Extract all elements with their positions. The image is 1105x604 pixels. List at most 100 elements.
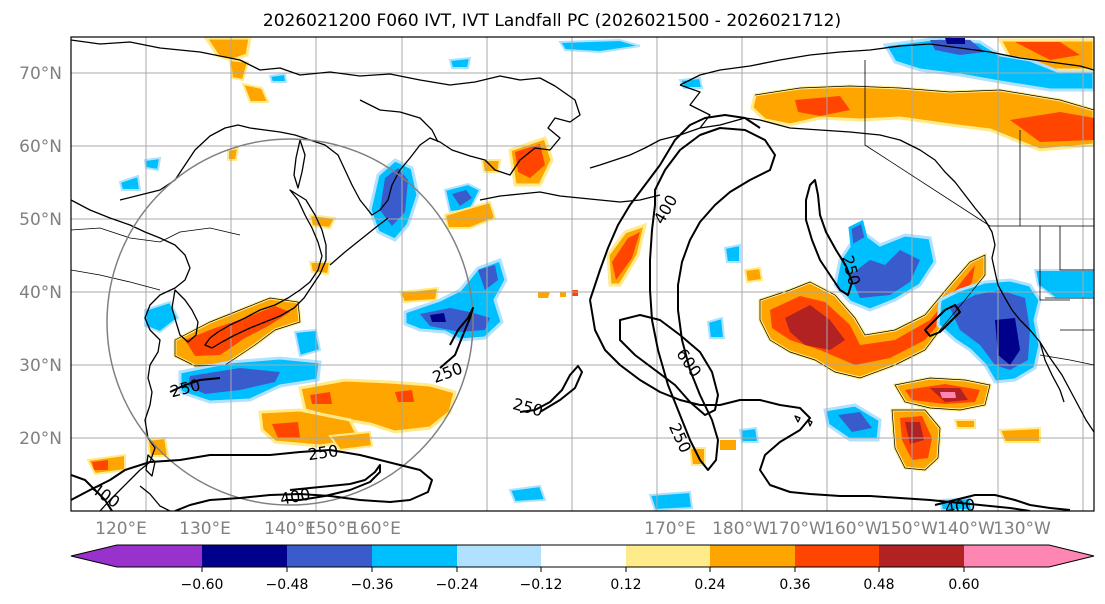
colorbar-tick-label: −0.60 [181,577,224,593]
colorbar-tick-label: −0.36 [351,577,394,593]
colorbar-segment [457,545,541,567]
longitude-labels: 120°E 130°E 140°E 150°E 160°E 170°E 180°… [95,519,1051,539]
lat-label: 60°N [19,137,62,157]
negative-anomaly-area [478,265,498,290]
lon-label: 150°W [880,519,938,539]
positive-anomaly-area [308,261,332,276]
colorbar: −0.60 −0.48 −0.36 −0.24 −0.12 0.12 0.24 … [70,544,1095,593]
lon-label: 170°E [644,519,696,539]
colorbar-segment [626,545,710,567]
positive-anomaly-area [203,37,252,62]
negative-anomaly-area [508,484,547,504]
latitude-labels: 70°N 60°N 50°N 40°N 30°N 20°N [19,64,62,449]
positive-anomaly-area [1015,42,1080,60]
positive-anomaly-area [572,290,578,296]
negative-anomaly-area [452,190,472,206]
positive-anomaly-area [443,200,497,229]
negative-anomaly-area [945,38,965,44]
colorbar-tick-label: 0.36 [779,577,810,593]
colorbar-tick-label: 0.48 [863,577,894,593]
colorbar-segment [541,545,626,567]
negative-anomaly-area [882,37,1094,92]
lat-label: 70°N [19,64,62,84]
lon-label: 170°W [768,519,826,539]
lon-label: 120°E [95,519,147,539]
anomaly-outlines [174,85,1094,471]
colorbar-tick-label: 0.12 [610,577,641,593]
positive-anomaly-area [795,96,850,116]
positive-anomaly-area [743,266,764,284]
negative-anomaly-area [188,368,280,394]
colorbar-ticks [201,567,965,572]
lon-label: 140°E [264,519,316,539]
negative-anomaly-area [268,72,288,83]
map-frame [70,36,1095,512]
colorbar-outline [70,544,1095,568]
negative-anomaly-area [118,174,142,191]
positive-anomaly-area [328,430,374,452]
positive-anomaly-area [241,82,270,103]
negative-anomaly-area [723,243,741,263]
colorbar-segment [879,545,964,567]
lat-label: 20°N [19,429,62,449]
colorbar-tick-label: −0.24 [436,577,479,593]
gridlines [71,37,1094,511]
colorbar-segment [372,545,457,567]
positive-anomaly-area [785,305,845,350]
negative-anomaly-area [144,300,180,334]
positive-anomaly-area [560,292,566,297]
positive-anomaly-area [1010,112,1094,142]
lon-label: 130°W [993,519,1051,539]
colorbar-tick-label: 0.60 [948,577,979,593]
positive-anomaly-area [515,144,545,178]
negative-anomaly-area [995,318,1020,365]
negative-anomaly-area [648,490,694,511]
coastlines [71,39,1094,511]
colorbar-tick-label: −0.48 [266,577,309,593]
colorbar-extend-high [1049,545,1094,567]
colorbar-segment [964,545,1049,567]
ivt-contours [71,114,1071,511]
positive-anomaly-area [272,422,300,438]
lon-label: 180°W [712,519,770,539]
negative-anomaly-area [293,328,322,358]
positive-anomaly-area [538,292,550,298]
colorbar-segment [710,545,795,567]
positive-anomaly-area [612,232,640,280]
domain-circle [106,138,474,506]
colorbar-segment [202,545,287,567]
negative-anomaly-area [380,168,408,226]
negative-anomaly-area [448,56,472,69]
positive-anomaly-area [308,213,337,230]
negative-anomaly-area [143,156,162,172]
lon-label: 160°E [349,519,401,539]
positive-anomaly-area [720,440,736,450]
positive-anomaly-area [953,419,976,429]
lon-label: 160°W [824,519,882,539]
negative-anomaly-area [848,219,868,249]
colorbar-extend-low [71,545,117,567]
positive-anomaly-area [395,390,414,402]
colorbar-tick-label: −0.12 [520,577,563,593]
contour-label: 250 [307,441,340,464]
colorbar-segment [795,545,879,567]
negative-anomaly-area [738,426,760,443]
lat-label: 50°N [19,210,62,230]
negative-anomaly-area [558,38,641,54]
positive-anomaly-area [998,426,1041,443]
negative-anomaly-area [838,412,872,432]
lon-label: 140°W [937,519,995,539]
contour-label: 400 [944,495,977,518]
figure-title: 2026021200 F060 IVT, IVT Landfall PC (20… [263,11,841,31]
colorbar-segment [287,545,372,567]
negative-anomaly-area [430,313,446,322]
positive-anomaly-area [92,460,108,470]
colorbar-tick-label: 0.24 [694,577,725,593]
lon-label: 150°E [305,519,357,539]
colorbar-segment [117,545,202,567]
lon-label: 130°E [179,519,231,539]
lat-label: 30°N [19,356,62,376]
positive-anomaly-area [185,306,290,356]
negative-anomaly-area [706,316,726,339]
